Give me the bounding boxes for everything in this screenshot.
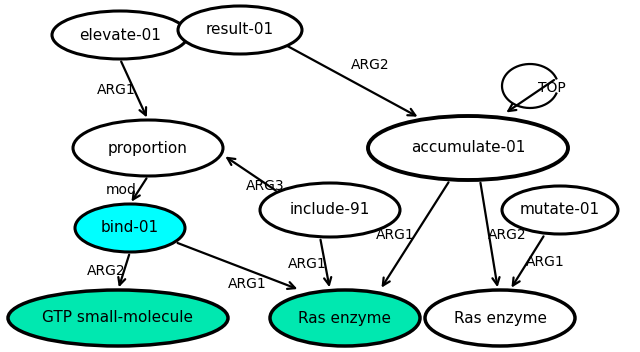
- Text: Ras enzyme: Ras enzyme: [454, 310, 547, 326]
- Text: accumulate-01: accumulate-01: [411, 140, 525, 156]
- Text: ARG3: ARG3: [246, 178, 285, 193]
- Text: ARG1: ARG1: [97, 82, 136, 96]
- Ellipse shape: [270, 290, 420, 346]
- Text: elevate-01: elevate-01: [79, 27, 161, 43]
- Ellipse shape: [502, 186, 618, 234]
- Text: proportion: proportion: [108, 140, 188, 156]
- Text: ARG1: ARG1: [287, 257, 326, 270]
- Ellipse shape: [73, 120, 223, 176]
- Text: ARG1: ARG1: [228, 277, 267, 291]
- Ellipse shape: [178, 6, 302, 54]
- Text: result-01: result-01: [206, 23, 274, 38]
- Text: TOP: TOP: [538, 81, 566, 95]
- Ellipse shape: [75, 204, 185, 252]
- Text: ARG1: ARG1: [526, 255, 565, 269]
- Text: include-91: include-91: [290, 202, 370, 218]
- Text: ARG2: ARG2: [488, 228, 526, 242]
- Text: ARG1: ARG1: [376, 228, 414, 242]
- Text: GTP small-molecule: GTP small-molecule: [42, 310, 193, 326]
- Ellipse shape: [8, 290, 228, 346]
- Ellipse shape: [425, 290, 575, 346]
- Ellipse shape: [52, 11, 188, 59]
- Text: Ras enzyme: Ras enzyme: [298, 310, 392, 326]
- Text: ARG2: ARG2: [351, 58, 389, 72]
- Text: mutate-01: mutate-01: [520, 202, 600, 218]
- Text: ARG2: ARG2: [86, 264, 125, 278]
- Ellipse shape: [260, 183, 400, 237]
- Text: mod: mod: [106, 183, 136, 197]
- Ellipse shape: [368, 116, 568, 180]
- Text: bind-01: bind-01: [101, 220, 159, 235]
